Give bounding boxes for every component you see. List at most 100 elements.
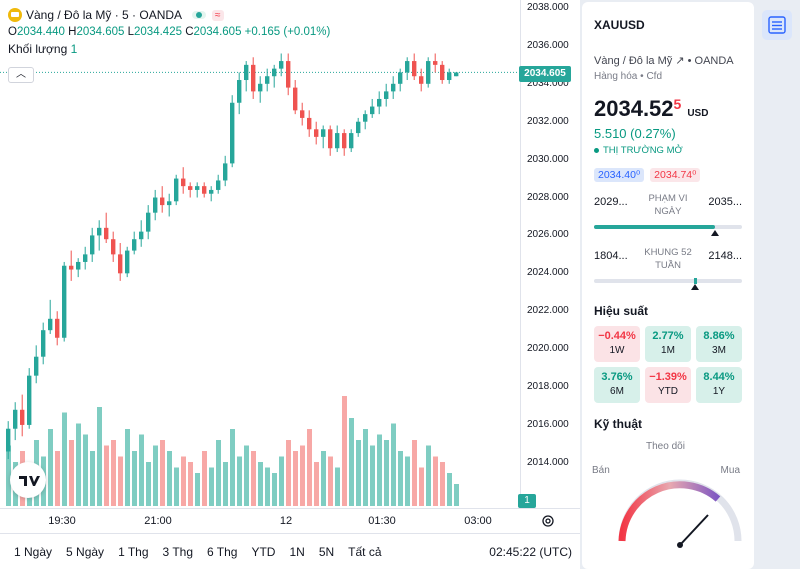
candle-body <box>202 186 207 194</box>
candle-body <box>447 72 452 81</box>
candle-body <box>398 72 403 84</box>
candle-body <box>412 61 417 77</box>
candle-body <box>167 201 172 206</box>
candle-body <box>356 121 361 134</box>
external-link-icon[interactable]: ↗ <box>675 55 685 67</box>
price-change: 5.510 (0.27%) <box>594 126 676 141</box>
chart-panel[interactable]: Vàng / Đô la Mỹ · 5 · OANDA ≈ O2034.440 … <box>0 0 580 569</box>
candle-body <box>335 133 340 149</box>
range-button[interactable]: 1 Thg <box>118 544 149 559</box>
time-tick: 01:30 <box>368 515 396 527</box>
range-button[interactable]: 6 Thg <box>207 544 238 559</box>
candle-body <box>160 197 165 206</box>
volume-bar <box>377 434 382 506</box>
volume-bar <box>440 462 445 506</box>
candle-body <box>48 318 53 331</box>
wave-badge[interactable]: ≈ <box>212 9 224 21</box>
volume-bar <box>314 462 319 506</box>
candle-body <box>405 61 410 73</box>
candle-body <box>97 227 102 236</box>
utc-clock[interactable]: 02:45:22 (UTC) <box>489 544 572 559</box>
volume-bar <box>279 456 284 506</box>
time-axis[interactable]: 19:30 21:00 12 01:30 03:00 <box>0 508 580 532</box>
last-price-tag: 2034.605 <box>519 66 571 82</box>
candle-body <box>174 178 179 202</box>
candle-body <box>370 106 375 115</box>
volume-bar <box>6 445 11 506</box>
range-button[interactable]: 1 Ngày <box>14 544 53 559</box>
time-tick: 12 <box>279 515 293 527</box>
candle-body <box>279 61 284 69</box>
volume-bar <box>272 473 277 506</box>
candle-body <box>307 117 312 130</box>
settings-gear-icon[interactable] <box>541 514 555 528</box>
candle-body <box>20 409 25 425</box>
price-tick: 2028.000 <box>527 191 569 203</box>
performance-cell[interactable]: −1.39% YTD <box>645 367 691 403</box>
volume-bar <box>405 456 410 506</box>
collapse-legend-button[interactable]: ︿ <box>8 67 34 83</box>
range-button[interactable]: 3 Thg <box>162 544 193 559</box>
technical-gauge: Theo dõi Bán Mua <box>592 437 742 548</box>
performance-cell[interactable]: 3.76% 6M <box>594 367 640 403</box>
volume-bar <box>146 462 151 506</box>
volume-bar <box>69 440 74 506</box>
price-plot[interactable] <box>0 0 520 508</box>
range-button[interactable]: 5N <box>318 544 335 559</box>
candle-body <box>328 129 333 149</box>
price-tick: 2016.000 <box>527 418 569 430</box>
menu-list-icon[interactable] <box>762 10 792 40</box>
volume-bar <box>104 445 109 506</box>
performance-cell[interactable]: 8.44% 1Y <box>696 367 742 403</box>
candle-body <box>237 80 242 103</box>
candle-body <box>139 231 144 240</box>
performance-cell[interactable]: 2.77% 1M <box>645 326 691 362</box>
performance-cell[interactable]: −0.44% 1W <box>594 326 640 362</box>
candle-body <box>55 318 60 338</box>
technical-title[interactable]: Kỹ thuật <box>594 417 642 431</box>
volume-bar <box>251 451 256 506</box>
price-tick: 2024.000 <box>527 267 569 279</box>
tradingview-logo-icon[interactable] <box>10 462 46 498</box>
candle-body <box>426 61 431 84</box>
price-tick: 2036.000 <box>527 39 569 51</box>
volume-tag: 1 <box>518 494 536 508</box>
candle-body <box>209 189 214 194</box>
symbol-title[interactable]: Vàng / Đô la Mỹ · 5 · OANDA <box>26 8 183 22</box>
volume-bar <box>62 412 67 506</box>
volume-bar <box>342 396 347 506</box>
range-button[interactable]: Tất cả <box>348 544 382 559</box>
time-tick: 21:00 <box>144 515 172 527</box>
volume-bar <box>321 451 326 506</box>
volume-bar <box>209 467 214 506</box>
candle-body <box>69 265 74 270</box>
market-open-icon[interactable] <box>192 11 207 19</box>
time-tick: 03:00 <box>464 515 492 527</box>
candle-body <box>62 265 67 338</box>
ticker[interactable]: XAUUSD <box>594 18 645 32</box>
volume-bar <box>188 462 193 506</box>
volume-legend: Khối lượng 1 <box>8 42 78 56</box>
volume-bar <box>328 456 333 506</box>
volume-bar <box>349 418 354 506</box>
ohlc-values: O2034.440 H2034.605 L2034.425 C2034.605 … <box>8 26 331 38</box>
candle-body <box>90 235 95 255</box>
volume-bar <box>335 467 340 506</box>
range-bar: 1 Ngày 5 Ngày 1 Thg 3 Thg 6 Thg YTD 1N 5N Tất cả… <box>0 533 580 569</box>
range-button[interactable]: YTD <box>251 544 276 559</box>
volume-bar <box>160 440 165 506</box>
volume-bar <box>111 440 116 506</box>
range-button[interactable]: 1N <box>289 544 305 559</box>
price-tick: 2014.000 <box>527 456 569 468</box>
performance-cell[interactable]: 8.86% 3M <box>696 326 742 362</box>
price-axis[interactable]: 2038.000 2036.000 2034.000 2032.000 2030.000… <box>520 0 578 508</box>
volume-bar <box>125 429 130 506</box>
gauge-dial-icon <box>618 479 742 548</box>
volume-bar <box>216 440 221 506</box>
symbol-source: Vàng / Đô la Mỹ ↗ • OANDA <box>594 55 734 67</box>
volume-bar <box>265 467 270 506</box>
ohlc-change: +0.165 (+0.01%) <box>244 26 331 38</box>
range-button[interactable]: 5 Ngày <box>66 544 105 559</box>
candle-body <box>118 254 123 274</box>
volume-bar <box>412 440 417 506</box>
